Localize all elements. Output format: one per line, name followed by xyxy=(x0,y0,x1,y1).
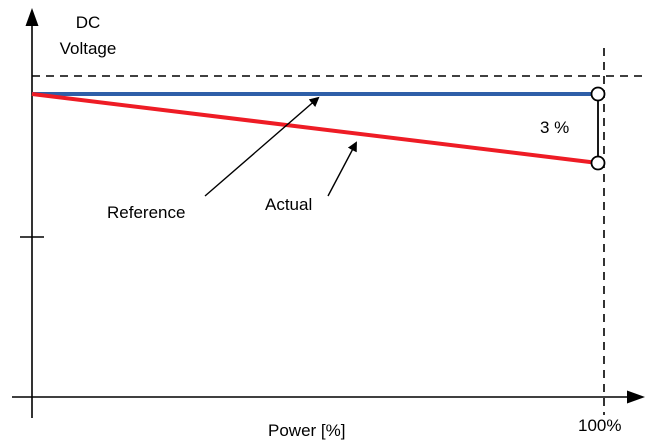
reference-label: Reference xyxy=(107,203,185,222)
reference-pointer-arrow xyxy=(204,96,320,197)
x-axis-end-label: 100% xyxy=(578,416,621,435)
actual-line xyxy=(31,92,599,165)
x-axis-label: Power [%] xyxy=(268,421,345,440)
difference-label: 3 % xyxy=(540,118,569,137)
actual-label: Actual xyxy=(265,195,312,214)
y-axis-label-line2: Voltage xyxy=(60,39,117,58)
y-axis-arrowhead xyxy=(25,8,39,26)
actual-endpoint-marker xyxy=(590,155,606,171)
reference-endpoint-marker xyxy=(590,86,606,102)
x-axis-arrowhead xyxy=(627,390,645,404)
y-axis-label-line1: DC xyxy=(76,13,101,32)
actual-pointer-arrow xyxy=(327,141,357,197)
